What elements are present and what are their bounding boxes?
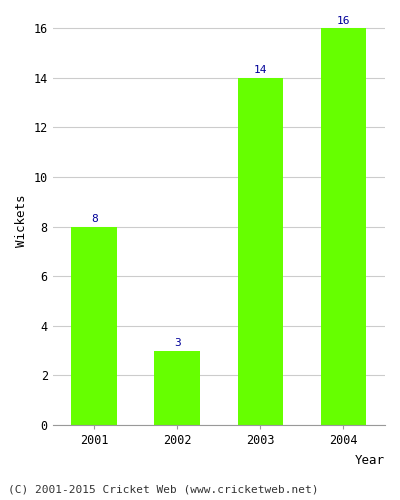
Bar — [71, 226, 117, 425]
Text: 14: 14 — [254, 65, 267, 75]
Y-axis label: Wickets: Wickets — [15, 194, 28, 246]
Bar — [321, 28, 366, 425]
Bar — [238, 78, 283, 425]
Text: (C) 2001-2015 Cricket Web (www.cricketweb.net): (C) 2001-2015 Cricket Web (www.cricketwe… — [8, 485, 318, 495]
Bar — [154, 350, 200, 425]
Text: 8: 8 — [91, 214, 98, 224]
Text: 3: 3 — [174, 338, 181, 348]
Text: 16: 16 — [337, 16, 350, 26]
Text: Year: Year — [355, 454, 385, 466]
